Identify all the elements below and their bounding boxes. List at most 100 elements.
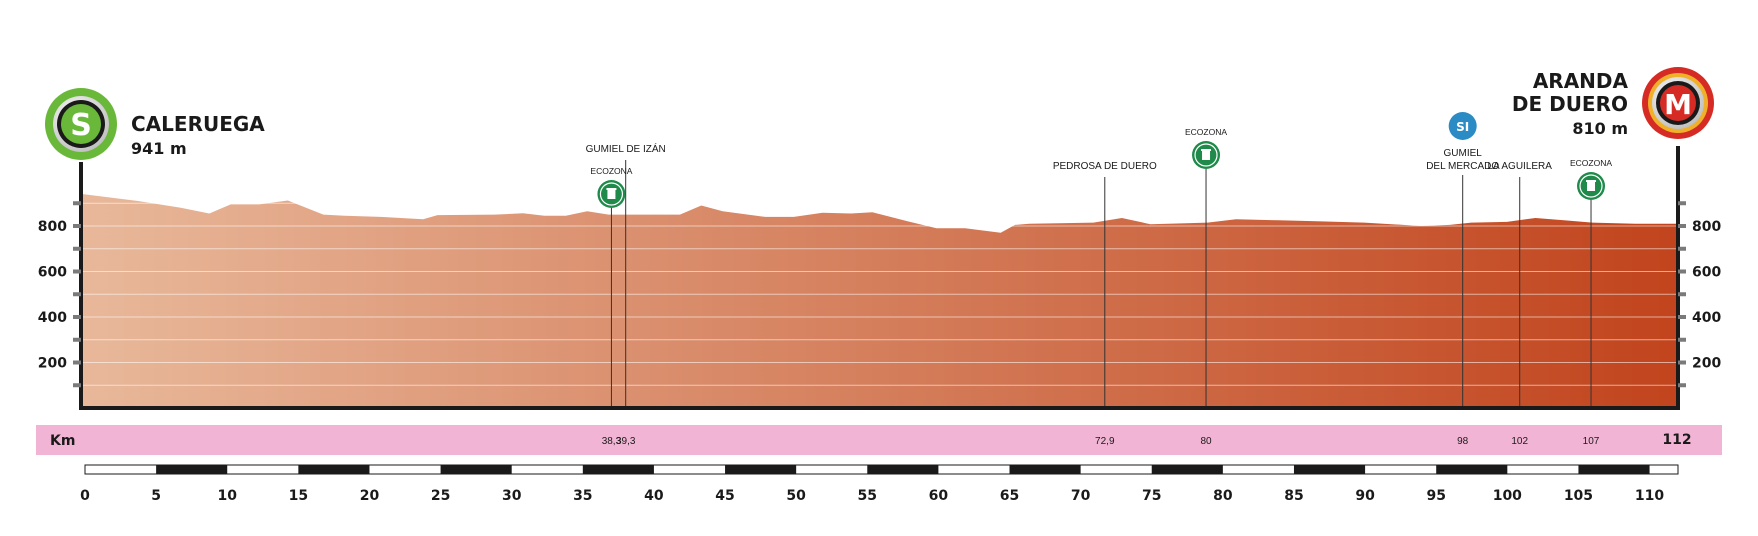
y-tick-left-800	[73, 224, 81, 228]
ecozona-icon-ring	[1579, 174, 1603, 198]
y-tick-right-400	[1678, 315, 1686, 319]
finish-name-line2: DE DUERO	[1512, 92, 1628, 116]
x-tick-label: 35	[573, 488, 592, 504]
y-tick-left-300	[73, 337, 81, 342]
trash-icon-lid	[1586, 180, 1597, 182]
y-tick-label-left: 800	[38, 219, 67, 235]
x-axis-ticks: 0 5 10 15 20 25 30 35 40 45 50 55 60 65 70 75 80 85 90 95 10…	[80, 488, 1664, 504]
scale-bar-block	[1293, 465, 1366, 474]
trash-icon	[607, 190, 616, 199]
ecozona-icon-ring	[599, 182, 624, 206]
ecozona-icon-ring	[1194, 143, 1218, 167]
y-tick-right-900	[1678, 201, 1686, 206]
landmark-label: ECOZONA	[1570, 158, 1612, 168]
km-band-values: 38,339,3 72,9 80 98 102 107	[602, 436, 1600, 447]
y-tick-left-500	[73, 292, 81, 297]
sprint-icon-label: SI	[1456, 120, 1469, 134]
landmark-label: DEL MERCADO	[1426, 161, 1499, 172]
landmark-markers: ECOZONA GUMIEL DE IZÁN PEDROSA DE DUERO ECO…	[586, 112, 1612, 208]
gridlines-over-area	[81, 202, 1678, 386]
landmark-label: ECOZONA	[1185, 127, 1227, 137]
x-tick-label: 60	[929, 488, 949, 504]
finish-badge: M	[1642, 67, 1714, 139]
x-tick-label: 0	[80, 488, 90, 504]
y-tick-right-800	[1678, 224, 1686, 228]
y-tick-right-700	[1678, 246, 1686, 251]
scale-bar-block	[1009, 465, 1081, 474]
x-tick-label: 95	[1426, 488, 1445, 504]
finish-elevation: 810 m	[1572, 119, 1628, 138]
y-tick-label-left: 600	[38, 265, 67, 281]
start-name: CALERUEGA	[131, 112, 265, 136]
y-tick-left-200	[73, 360, 81, 365]
x-tick-label: 15	[289, 488, 308, 504]
km-band-total: 112	[1662, 432, 1691, 448]
y-tick-label-left: 200	[38, 356, 67, 372]
x-tick-label: 10	[217, 488, 237, 504]
y-tick-label-right: 600	[1692, 265, 1721, 281]
trash-icon-lid	[1201, 149, 1212, 151]
scale-bar-block	[298, 465, 370, 474]
x-tick-label: 75	[1142, 488, 1161, 504]
scale-bar-block	[1436, 465, 1508, 474]
y-axis-ticks: 200 200 400 400 600 600 800 800	[38, 201, 1721, 388]
y-tick-right-200	[1678, 360, 1686, 365]
landmark-label: GUMIEL DE IZÁN	[586, 142, 666, 155]
scale-bar-block	[582, 465, 654, 474]
scale-bar-block	[156, 465, 228, 474]
landmark-label: GUMIEL	[1444, 148, 1483, 159]
trash-icon	[1202, 151, 1211, 160]
scale-bar-block	[725, 465, 797, 474]
scale-bar-block	[440, 465, 512, 474]
km-band-value: 80	[1200, 436, 1212, 447]
x-tick-label: 110	[1635, 488, 1664, 504]
y-tick-right-300	[1678, 337, 1686, 342]
km-band-value: 72,9	[1095, 436, 1115, 447]
finish-name-line1: ARANDA	[1533, 69, 1629, 93]
x-tick-label: 105	[1564, 488, 1593, 504]
y-tick-label-right: 200	[1692, 356, 1721, 372]
x-tick-label: 40	[644, 488, 664, 504]
x-tick-label: 70	[1071, 488, 1091, 504]
y-tick-label-left: 400	[38, 310, 67, 326]
y-tick-left-900	[73, 201, 81, 206]
x-tick-label: 5	[151, 488, 161, 504]
km-band-value: 107	[1583, 436, 1600, 447]
x-tick-label: 20	[360, 488, 380, 504]
x-tick-label: 45	[715, 488, 734, 504]
y-tick-label-right: 800	[1692, 219, 1721, 235]
landmark-label: ECOZONA	[590, 166, 632, 176]
finish-badge-letter: M	[1664, 88, 1692, 121]
km-band-value: 102	[1511, 436, 1528, 447]
km-band	[36, 425, 1722, 455]
y-tick-left-400	[73, 315, 81, 319]
trash-icon-lid	[606, 188, 617, 190]
y-tick-left-100	[73, 383, 81, 388]
km-band-label: Km	[50, 433, 75, 449]
landmark-lines	[610, 160, 1592, 408]
trash-icon	[1587, 182, 1596, 191]
x-tick-label: 65	[1000, 488, 1019, 504]
km-band-value: 98	[1457, 436, 1469, 447]
landmark-label: LA AGUILERA	[1487, 161, 1552, 172]
x-tick-label: 30	[502, 488, 522, 504]
x-tick-label: 55	[858, 488, 877, 504]
start-badge-letter: S	[70, 108, 92, 143]
distance-scale-bar	[84, 464, 1679, 475]
y-tick-right-500	[1678, 292, 1686, 297]
scale-bar-block	[1578, 465, 1650, 474]
x-tick-label: 90	[1355, 488, 1375, 504]
km-band-value: 38,3	[602, 436, 622, 447]
x-tick-label: 85	[1284, 488, 1303, 504]
start-badge: S	[45, 88, 117, 160]
y-tick-right-600	[1678, 269, 1686, 274]
elevation-profile-area	[81, 193, 1678, 408]
sprint-icon	[1448, 112, 1477, 140]
km-band-value: 39,3	[616, 436, 636, 447]
x-tick-label: 50	[786, 488, 806, 504]
y-tick-right-100	[1678, 383, 1686, 388]
scale-bar-block	[867, 465, 939, 474]
y-tick-left-700	[73, 246, 81, 251]
scale-bar-block	[1151, 465, 1223, 474]
